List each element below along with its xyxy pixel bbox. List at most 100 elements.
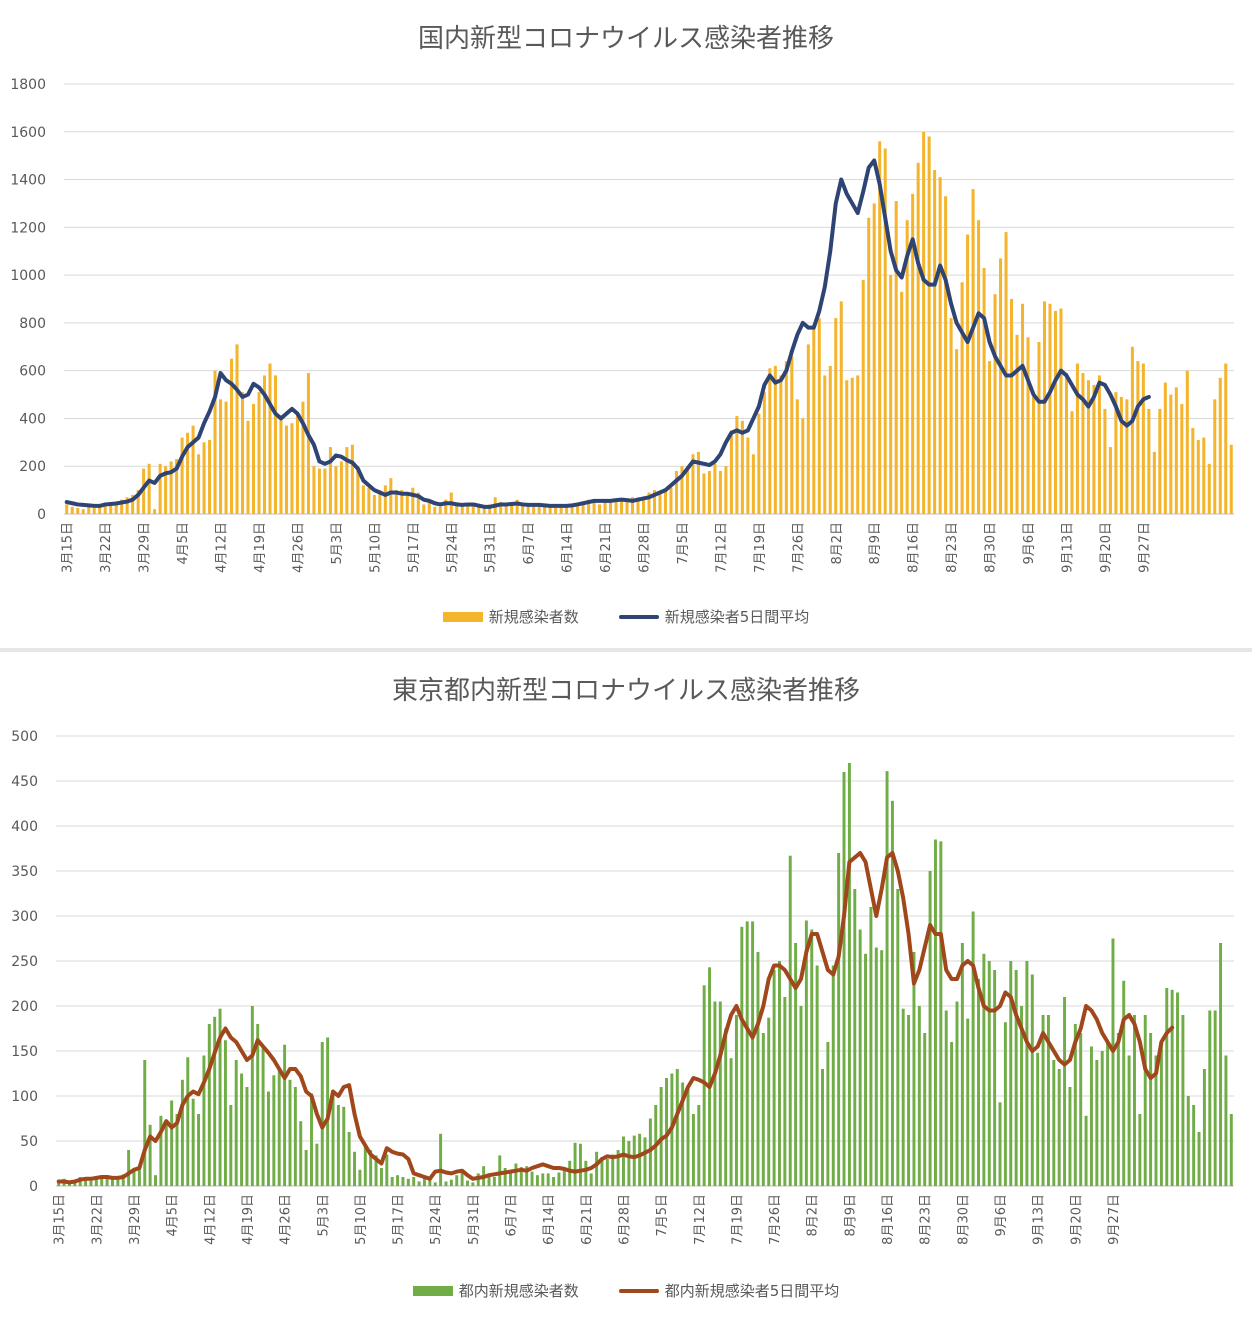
bar [1003, 1022, 1007, 1186]
bar [1111, 938, 1115, 1186]
bar [288, 1079, 292, 1186]
bar [358, 1169, 362, 1186]
bar [810, 929, 814, 1186]
bar [573, 1142, 577, 1186]
bar [208, 439, 212, 514]
bar [845, 380, 849, 514]
bar [568, 1160, 572, 1186]
bar [1095, 1060, 1099, 1186]
bar [158, 463, 162, 514]
bar [718, 1001, 722, 1186]
bar [756, 952, 760, 1186]
bar [1048, 303, 1052, 514]
bar [1068, 1087, 1072, 1186]
bar [310, 1093, 313, 1186]
bar [858, 929, 862, 1186]
bar [724, 1028, 728, 1186]
bar [250, 1006, 254, 1186]
tokyo-chart-panel: 東京都内新型コロナウイルス感染者推移 0 50 100 150 200 250 300 350… [0, 652, 1252, 1320]
bar [680, 466, 684, 514]
bar [389, 478, 393, 514]
bar [191, 1098, 195, 1186]
bar [570, 504, 574, 514]
bar [202, 1055, 206, 1186]
bar [554, 504, 558, 514]
bar [729, 430, 733, 514]
bar [905, 220, 909, 514]
bar [562, 1168, 566, 1186]
bar [114, 502, 118, 514]
bar [342, 1106, 346, 1186]
bar [73, 1182, 77, 1186]
bar [658, 492, 662, 514]
bar [519, 1167, 523, 1186]
bar [885, 771, 889, 1186]
bar [1046, 1015, 1050, 1186]
bar [724, 466, 728, 514]
bar [874, 947, 878, 1186]
bar [487, 1176, 491, 1186]
bar [729, 1058, 733, 1186]
bar [735, 416, 739, 514]
y-tick-label: 600 [19, 364, 46, 380]
bar [147, 463, 151, 514]
bar [246, 420, 250, 514]
bar [812, 325, 816, 514]
y-tick-label: 100 [11, 1089, 38, 1105]
bar [923, 1033, 927, 1186]
x-tick-label: 5月24日 [429, 1194, 444, 1245]
bar [1053, 310, 1057, 514]
bar [455, 502, 459, 514]
tokyo-chart-svg: 0 50 100 150 200 250 300 350 400 450 500 3月15日 3月22日… [11, 729, 1234, 1245]
legend-item-line: 都内新規感染者5日間平均 [618, 1280, 839, 1301]
bar [405, 494, 409, 514]
bar [65, 504, 69, 514]
bar [543, 506, 547, 514]
bar [304, 1150, 308, 1186]
bar [581, 502, 585, 514]
x-tick-label: 8月16日 [881, 1194, 896, 1245]
bar [960, 943, 964, 1186]
chart-title: 東京都内新型コロナウイルス感染者推移 [391, 676, 860, 706]
bar [853, 889, 857, 1186]
bar [120, 499, 124, 514]
bar [1025, 961, 1029, 1186]
bar [1213, 1010, 1217, 1186]
bar [625, 499, 629, 514]
x-tick-label: 6月21日 [599, 522, 614, 573]
bar [301, 401, 305, 514]
bar [299, 1121, 303, 1186]
x-tick-label: 5月10日 [368, 522, 383, 573]
bar [320, 1042, 324, 1186]
bar [336, 1105, 340, 1186]
bar [600, 1157, 604, 1186]
bar [1158, 408, 1162, 514]
bar [842, 772, 846, 1186]
bar [401, 1177, 405, 1186]
bar [647, 492, 651, 514]
legend-swatch-line [618, 614, 659, 619]
bar [1031, 396, 1036, 514]
bar [856, 375, 860, 514]
bar [279, 418, 283, 514]
bar [164, 466, 168, 514]
x-tick-label: 7月5日 [676, 522, 691, 565]
x-tick-label: 3月22日 [99, 522, 114, 573]
bar [350, 444, 354, 514]
bar [213, 1016, 217, 1186]
bar [971, 189, 975, 514]
bar [390, 1177, 394, 1186]
bar [471, 1182, 475, 1186]
x-tick-label: 6月28日 [618, 1194, 633, 1245]
bar [363, 1146, 367, 1186]
national-chart-svg: 0 200 400 600 800 1000 1200 1400 1600 1800 3月15日 3月… [10, 77, 1234, 573]
x-tick-label: 4月12日 [215, 522, 230, 573]
bar [745, 921, 749, 1186]
bar [1089, 1046, 1093, 1186]
bar [207, 1024, 211, 1186]
bar [636, 497, 640, 514]
bar [1138, 1114, 1142, 1186]
x-tick-label: 3月15日 [61, 522, 76, 573]
bar [1073, 1024, 1077, 1186]
bar [515, 499, 519, 514]
